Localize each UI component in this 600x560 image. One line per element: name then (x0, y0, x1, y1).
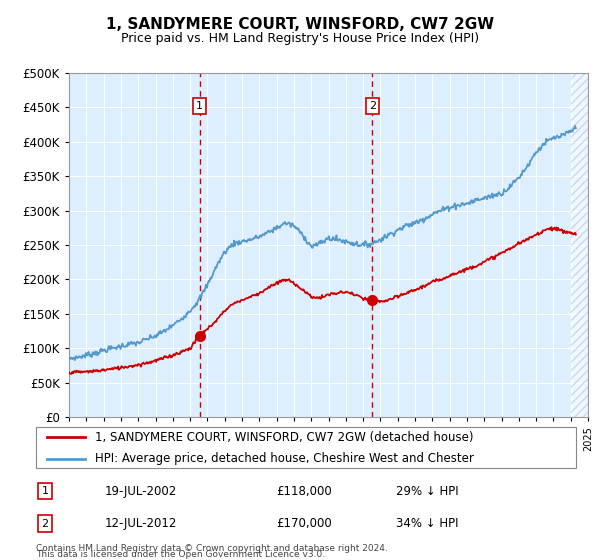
FancyBboxPatch shape (36, 427, 576, 468)
Text: 12-JUL-2012: 12-JUL-2012 (105, 517, 178, 530)
Text: 1, SANDYMERE COURT, WINSFORD, CW7 2GW (detached house): 1, SANDYMERE COURT, WINSFORD, CW7 2GW (d… (95, 431, 474, 444)
Text: 34% ↓ HPI: 34% ↓ HPI (396, 517, 458, 530)
Text: This data is licensed under the Open Government Licence v3.0.: This data is licensed under the Open Gov… (36, 550, 325, 559)
Text: 1, SANDYMERE COURT, WINSFORD, CW7 2GW: 1, SANDYMERE COURT, WINSFORD, CW7 2GW (106, 17, 494, 31)
Text: 1: 1 (41, 486, 49, 496)
Text: Contains HM Land Registry data © Crown copyright and database right 2024.: Contains HM Land Registry data © Crown c… (36, 544, 388, 553)
Text: 2: 2 (41, 519, 49, 529)
Text: 19-JUL-2002: 19-JUL-2002 (105, 484, 177, 498)
Text: Price paid vs. HM Land Registry's House Price Index (HPI): Price paid vs. HM Land Registry's House … (121, 31, 479, 45)
Text: HPI: Average price, detached house, Cheshire West and Chester: HPI: Average price, detached house, Ches… (95, 452, 474, 465)
Bar (571, 73, 588, 417)
Text: 29% ↓ HPI: 29% ↓ HPI (396, 484, 458, 498)
Text: £118,000: £118,000 (276, 484, 332, 498)
Text: 1: 1 (196, 101, 203, 111)
Text: £170,000: £170,000 (276, 517, 332, 530)
Text: 2: 2 (369, 101, 376, 111)
